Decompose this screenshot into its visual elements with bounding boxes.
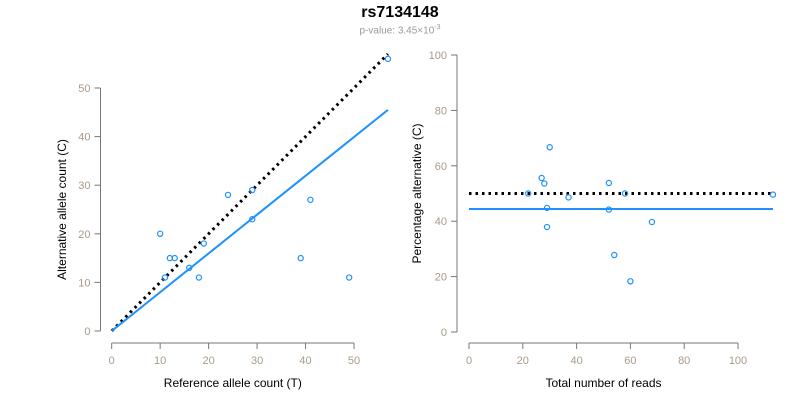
plot1-x-tick-label: 40 — [299, 355, 311, 367]
plot2-data-point — [627, 278, 634, 285]
plot1-x-axis-label: Reference allele count (T) — [164, 376, 302, 390]
plot2-data-point — [543, 204, 551, 212]
plot1-y-tick-label: 0 — [84, 326, 90, 338]
plot1-y-axis-label: Alternative allele count (C) — [55, 139, 69, 280]
plot2-data-point — [769, 191, 777, 198]
plot1-data-point — [249, 186, 256, 194]
p-value-exponent: -3 — [434, 24, 441, 31]
plot2-x-tick-label: 100 — [729, 355, 747, 367]
plot1-x-tick-label: 50 — [348, 355, 360, 367]
plot2-data-point — [605, 179, 613, 187]
plot1-x-tick-label: 30 — [251, 355, 263, 367]
plot1-x-tick-label: 20 — [202, 355, 214, 367]
plot1-data-point — [249, 216, 256, 223]
plot1-data-point — [200, 240, 207, 247]
plot1-data-point — [156, 230, 164, 237]
plot2-x-tick-label: 60 — [624, 355, 636, 367]
plot2-data-point — [524, 190, 532, 197]
plot1-reference-line — [110, 52, 389, 333]
plot2-y-tick-label: 40 — [435, 216, 447, 228]
plot2-y-axis-label: Percentage alternative (C) — [410, 123, 424, 263]
plot1-data-point — [171, 254, 178, 262]
chart-title: rs7134148 — [361, 4, 439, 21]
plot2-x-axis-label: Total number of reads — [545, 376, 661, 390]
plot2-data-point — [541, 180, 548, 187]
plot1-x-tick-label: 10 — [154, 355, 166, 367]
plot2-x-tick-label: 20 — [517, 355, 529, 367]
chart-subtitle: p-value: 3.45×10-3 — [0, 24, 800, 36]
plot1-y-tick-label: 10 — [78, 277, 90, 289]
plot1-y-tick-label: 50 — [78, 83, 90, 95]
plot1-data-point — [195, 274, 203, 281]
plot2-y-tick-label: 60 — [435, 161, 447, 173]
plot1-y-tick-label: 20 — [78, 229, 90, 241]
plot2-data-point — [565, 194, 572, 201]
plot2-x-tick-label: 0 — [466, 355, 472, 367]
plot1-data-point — [224, 191, 232, 199]
plot2-data-point — [543, 223, 551, 231]
plot2-y-tick-label: 80 — [435, 105, 447, 117]
plot1-data-point — [297, 254, 304, 262]
plot1-data-point — [161, 274, 169, 281]
plot1-y-tick-label: 30 — [78, 180, 90, 192]
plot1-data-point — [384, 55, 392, 63]
plot1-y-tick-label: 40 — [78, 132, 90, 144]
plot2-x-tick-label: 40 — [570, 355, 582, 367]
p-value-text: p-value: 3.45×10 — [359, 25, 435, 37]
plot1-data-point — [307, 196, 314, 203]
plot2-y-tick-label: 20 — [435, 272, 447, 284]
plot2-y-tick-label: 0 — [441, 327, 447, 339]
plot2-data-point — [538, 174, 545, 182]
plot2-data-point — [621, 190, 629, 197]
plot2-y-tick-label: 100 — [429, 50, 447, 62]
plot2-data-point — [605, 206, 613, 213]
plot2-x-tick-label: 80 — [678, 355, 690, 367]
plot2-data-point — [611, 251, 618, 259]
plot2-data-point — [648, 218, 656, 226]
plot1-data-point — [345, 274, 353, 281]
plot1-data-point — [186, 264, 193, 272]
plot2-data-point — [546, 144, 553, 151]
plot1-x-tick-label: 0 — [109, 355, 115, 367]
